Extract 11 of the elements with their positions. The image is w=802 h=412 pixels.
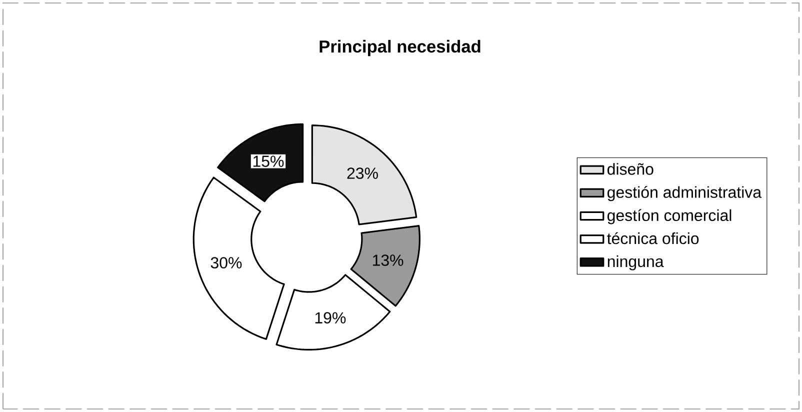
data-label: 15% xyxy=(253,156,284,167)
legend-label: gestión administrativa xyxy=(608,186,762,202)
data-label: 19% xyxy=(315,312,346,324)
legend-label: ninguna xyxy=(608,255,664,270)
legend-label: técnica oficio xyxy=(607,232,699,244)
data-label: 30% xyxy=(210,257,242,268)
data-label: 23% xyxy=(347,168,378,179)
data-label: 13% xyxy=(372,254,404,266)
legend-label: diseño xyxy=(608,163,654,175)
legend-label: gestíon comercial xyxy=(608,209,732,224)
chart-title: Principal necesidad xyxy=(320,40,480,56)
